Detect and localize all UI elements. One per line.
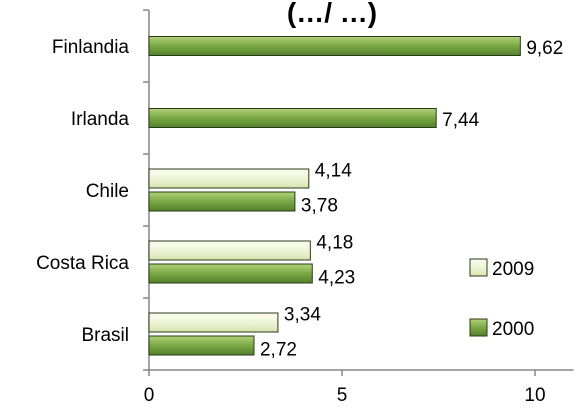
value-label-2009-brasil: 3,34 [284,305,321,326]
bar-2000-finlandia [148,36,521,56]
value-label-2000-brasil: 2,72 [260,340,297,361]
value-label-2009-costa-rica: 4,18 [316,233,353,254]
value-label-2000-chile: 3,78 [301,196,338,217]
bar-2000-chile [148,191,296,212]
axes: 0 5 10 Finlandia Irlanda Chile Costa Rica Brasi… [36,9,574,406]
bar-2009-chile [148,168,310,189]
legend-label-2009: 2009 [492,259,534,280]
bar-2000-costa-rica [148,263,313,284]
legend-swatch-2000 [469,318,488,337]
chart-title: (…/ …) [287,0,377,28]
bar-2000-brasil [148,335,255,356]
x-tick-label: 10 [524,385,545,406]
value-label-2000-irlanda: 7,44 [442,110,479,131]
legend-swatch-2009 [469,258,488,277]
value-labels: 9,62 7,44 4,14 3,78 4,18 4,23 3,34 2,72 [260,38,563,361]
category-label-chile: Chile [86,181,129,202]
legend-label-2000: 2000 [492,319,534,340]
value-label-2000-costa-rica: 4,23 [318,268,355,289]
value-label-2009-chile: 4,14 [315,161,352,182]
bars [148,36,521,356]
x-tick-label: 5 [337,385,348,406]
legend: 2009 2000 [469,258,534,340]
category-label-irlanda: Irlanda [71,109,130,130]
bar-2009-brasil [148,312,279,333]
bar-2009-costa-rica [148,240,311,261]
category-label-brasil: Brasil [81,325,129,346]
category-label-finlandia: Finlandia [52,37,130,58]
value-label-2000-finlandia: 9,62 [526,38,563,59]
bar-2000-irlanda [148,108,437,128]
x-tick-label: 0 [144,385,155,406]
category-label-costa-rica: Costa Rica [36,253,129,274]
